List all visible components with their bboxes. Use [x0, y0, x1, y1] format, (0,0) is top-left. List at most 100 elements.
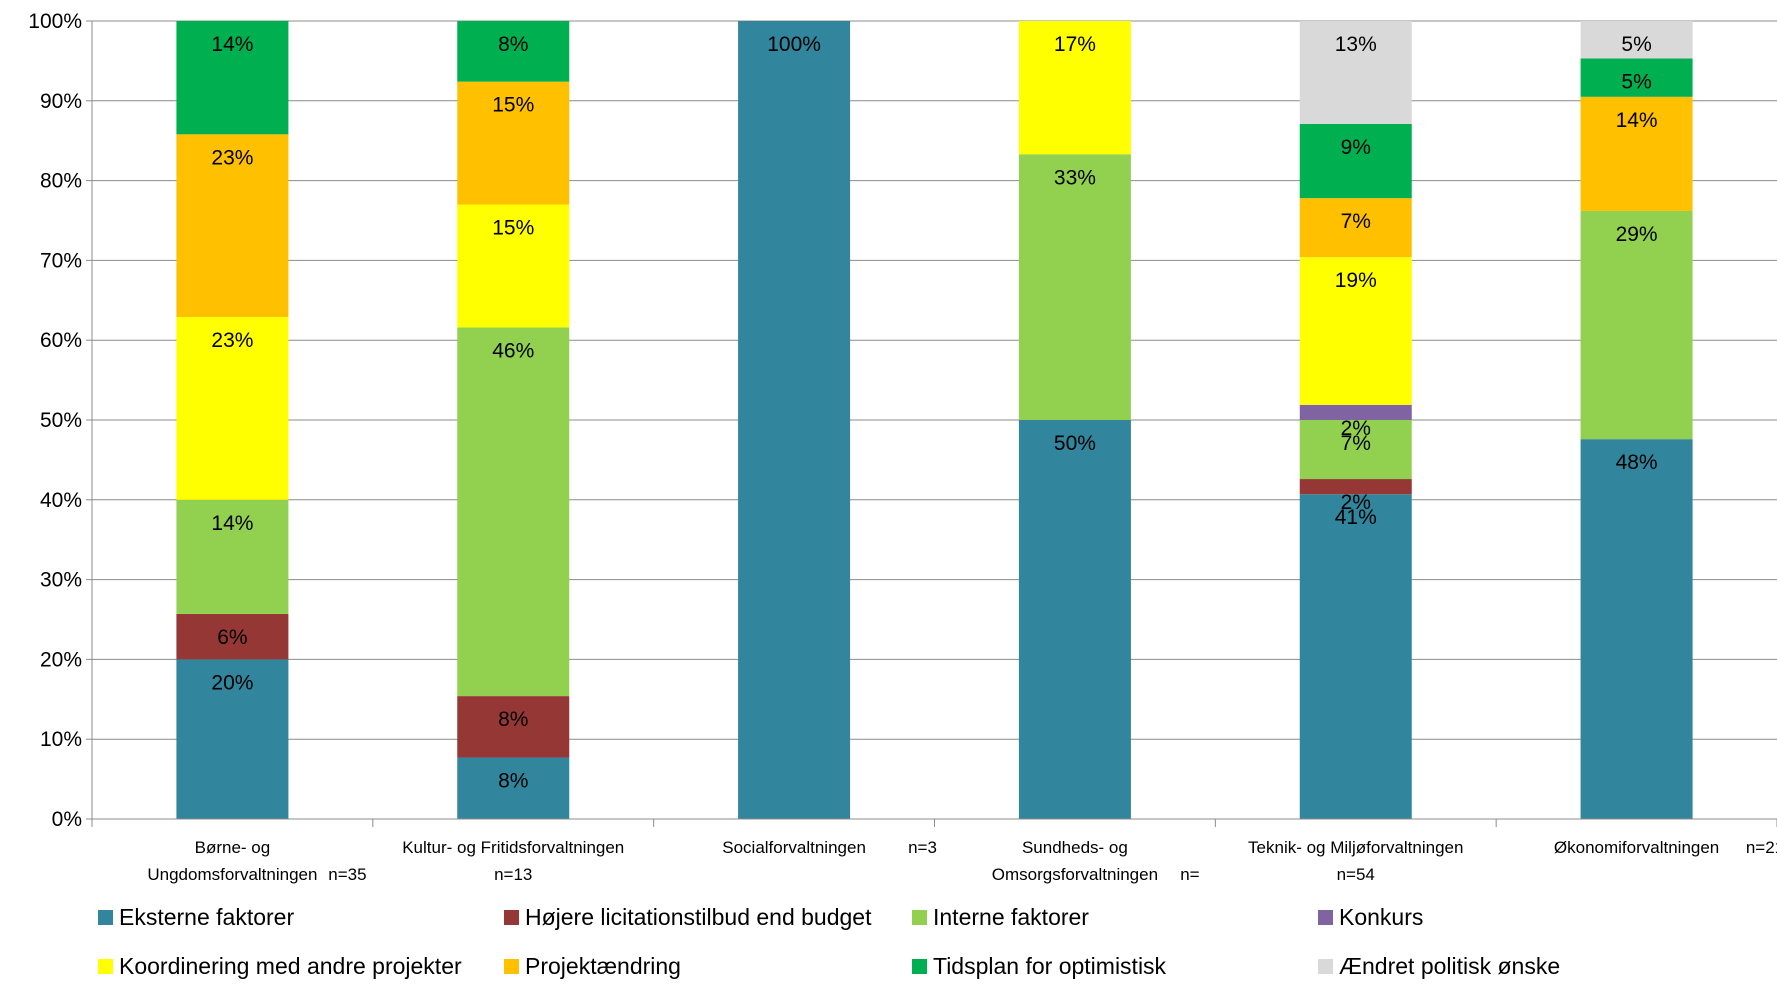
category-label-line2: Omsorgsforvaltningen	[992, 865, 1158, 884]
data-label: 33%	[1054, 166, 1096, 189]
bar-segment	[457, 327, 570, 697]
data-label: 29%	[1616, 223, 1658, 246]
legend-label: Tidsplan for optimistisk	[933, 953, 1167, 979]
data-label: 7%	[1341, 210, 1371, 233]
bar-segment	[1018, 420, 1131, 819]
data-label: 19%	[1335, 269, 1377, 292]
bar-segment	[1299, 420, 1412, 480]
bars: 20% 6% 14% 23% 23% 14% 8% 8% 46% 15% 15% 8% 100% 50% 3…	[176, 21, 1693, 819]
y-tick-label: 20%	[40, 648, 82, 671]
data-label: 5%	[1621, 33, 1651, 56]
bar-segment	[457, 757, 570, 819]
bar-segment	[1580, 439, 1693, 819]
y-tick-label: 100%	[28, 10, 82, 33]
data-label: 8%	[498, 708, 528, 731]
y-tick-label: 0%	[52, 808, 82, 831]
bar-segment	[176, 659, 289, 819]
bar-segment	[457, 696, 570, 758]
legend-label: Eksterne faktorer	[119, 904, 294, 930]
category-label: Teknik- og Miljøforvaltningen	[1248, 838, 1463, 857]
data-label: 46%	[492, 339, 534, 362]
data-label: 50%	[1054, 432, 1096, 455]
category-label: Sundheds- og	[1022, 838, 1128, 857]
legend: Eksterne faktorer Højere licitationstilbu…	[98, 904, 1560, 979]
x-axis: Børne- og Ungdomsforvaltningen n=35 Kultur-…	[91, 818, 1777, 884]
bar-segment	[1299, 404, 1412, 420]
bar-segment	[1299, 21, 1412, 124]
bar-segment	[457, 204, 570, 328]
y-tick-label: 80%	[40, 170, 82, 193]
bar-segment	[1299, 494, 1412, 819]
bar-segment	[176, 317, 289, 500]
data-label: 14%	[1616, 109, 1658, 132]
bar-segment	[176, 21, 289, 135]
bar-segment	[1299, 123, 1412, 199]
gridlines	[92, 20, 1777, 740]
data-label: 8%	[498, 770, 528, 793]
category-n-label: n=21	[1746, 838, 1777, 857]
category-n-label: n=35	[328, 865, 366, 884]
legend-label: Højere licitationstilbud end budget	[525, 904, 872, 930]
bar-segment	[176, 499, 289, 614]
bar-segment	[176, 134, 289, 318]
legend-swatch	[504, 910, 519, 925]
data-label: 8%	[498, 33, 528, 56]
legend-swatch	[912, 959, 927, 974]
legend-label: Koordinering med andre projekter	[119, 953, 462, 979]
data-label: 23%	[211, 146, 253, 169]
bar-segment	[1299, 198, 1412, 258]
bar-segment	[1018, 21, 1131, 155]
data-label: 2%	[1341, 417, 1371, 440]
legend-swatch	[1318, 959, 1333, 974]
category-n-label: n=	[1180, 865, 1199, 884]
y-tick-label: 90%	[40, 90, 82, 113]
bar-segment	[1580, 58, 1693, 97]
legend-swatch	[912, 910, 927, 925]
legend-label: Konkurs	[1339, 904, 1423, 930]
bar-segment	[176, 613, 289, 660]
data-label: 41%	[1335, 506, 1377, 529]
y-tick-label: 50%	[40, 409, 82, 432]
bar-segment	[1580, 210, 1693, 440]
y-tick-label: 60%	[40, 329, 82, 352]
category-label-line2: n=13	[494, 865, 532, 884]
data-label: 100%	[767, 33, 821, 56]
category-label: Økonomiforvaltningen	[1554, 838, 1719, 857]
y-axis: 0% 10% 20% 30% 40% 50% 60% 70% 80% 90% 100%	[28, 10, 93, 831]
data-label: 9%	[1341, 136, 1371, 159]
category-label: Socialforvaltningen	[722, 838, 866, 857]
bar-segment	[1580, 96, 1693, 211]
data-label: 15%	[492, 217, 534, 240]
legend-label: Ændret politisk ønske	[1339, 953, 1560, 979]
data-label: 7%	[1341, 432, 1371, 455]
bar-segment	[457, 21, 570, 82]
data-label: 15%	[492, 94, 534, 117]
legend-swatch	[98, 910, 113, 925]
data-label: 2%	[1341, 491, 1371, 514]
data-label: 17%	[1054, 33, 1096, 56]
legend-swatch	[1318, 910, 1333, 925]
legend-label: Interne faktorer	[933, 904, 1089, 930]
y-tick-label: 70%	[40, 249, 82, 272]
legend-swatch	[98, 959, 113, 974]
category-label: Børne- og	[195, 838, 271, 857]
data-label: 6%	[217, 626, 247, 649]
category-label: Kultur- og Fritidsforvaltningen	[402, 838, 624, 857]
bar-segment	[1299, 257, 1412, 405]
data-label: 20%	[211, 671, 253, 694]
legend-label: Projektændring	[525, 953, 681, 979]
bar-segment	[1018, 154, 1131, 421]
bar-segment	[457, 81, 570, 205]
y-tick-label: 30%	[40, 569, 82, 592]
data-label: 23%	[211, 329, 253, 352]
bar-segment	[1299, 479, 1412, 495]
bar-segment	[738, 21, 851, 819]
legend-swatch	[504, 959, 519, 974]
bar-segment	[1580, 21, 1693, 59]
data-label: 48%	[1616, 451, 1658, 474]
category-label-line2: Ungdomsforvaltningen	[147, 865, 317, 884]
data-label: 14%	[211, 33, 253, 56]
data-label: 14%	[211, 512, 253, 535]
category-n-label: n=3	[908, 838, 937, 857]
